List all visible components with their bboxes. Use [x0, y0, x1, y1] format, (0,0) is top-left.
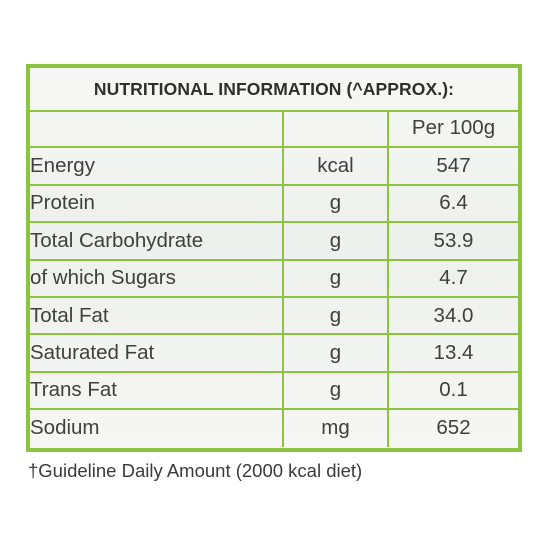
- nutrient-unit: g: [283, 296, 389, 336]
- table-header-row: Per 100g: [30, 110, 518, 149]
- table-row: Protein g 6.4: [30, 184, 518, 224]
- nutrition-title: NUTRITIONAL INFORMATION (^APPROX.):: [30, 68, 518, 112]
- table-row: Total Fat g 34.0: [30, 296, 518, 336]
- nutrient-name: Sodium: [30, 409, 284, 447]
- nutrient-name: of which Sugars: [30, 259, 284, 298]
- header-unit-cell: [283, 110, 389, 149]
- nutrient-unit: g: [283, 259, 389, 298]
- nutrient-unit: kcal: [283, 147, 389, 186]
- table-row: Sodium mg 652: [30, 409, 518, 447]
- table-row: Saturated Fat g 13.4: [30, 334, 518, 373]
- nutrition-table: Per 100g Energy kcal 547 Protein g 6.4 T…: [30, 110, 518, 447]
- nutrient-value: 6.4: [388, 184, 518, 224]
- nutrient-value: 13.4: [388, 334, 518, 373]
- nutrient-value: 547: [388, 147, 518, 186]
- table-row: Trans Fat g 0.1: [30, 371, 518, 411]
- nutrition-label: NUTRITIONAL INFORMATION (^APPROX.): Per …: [26, 64, 522, 452]
- nutrient-name: Trans Fat: [30, 371, 284, 411]
- nutrient-name: Protein: [30, 184, 284, 224]
- nutrient-unit: g: [283, 371, 389, 411]
- nutrient-name: Saturated Fat: [30, 334, 284, 373]
- nutrient-value: 53.9: [388, 222, 518, 261]
- nutrient-name: Energy: [30, 147, 284, 186]
- table-row: Energy kcal 547: [30, 147, 518, 186]
- nutrient-name: Total Carbohydrate: [30, 222, 284, 261]
- nutrient-value: 34.0: [388, 296, 518, 336]
- header-value-cell: Per 100g: [388, 110, 518, 149]
- nutrient-unit: g: [283, 184, 389, 224]
- footnote: †Guideline Daily Amount (2000 kcal diet): [28, 460, 363, 481]
- table-row: Total Carbohydrate g 53.9: [30, 222, 518, 261]
- header-name-cell: [30, 110, 284, 149]
- nutrient-unit: g: [283, 222, 389, 261]
- nutrient-unit: mg: [283, 409, 389, 447]
- nutrient-name: Total Fat: [30, 296, 284, 336]
- nutrient-value: 0.1: [388, 371, 518, 411]
- table-row: of which Sugars g 4.7: [30, 259, 518, 298]
- nutrient-value: 4.7: [388, 259, 518, 298]
- nutrient-value: 652: [436, 416, 471, 440]
- nutrient-unit: g: [283, 334, 389, 373]
